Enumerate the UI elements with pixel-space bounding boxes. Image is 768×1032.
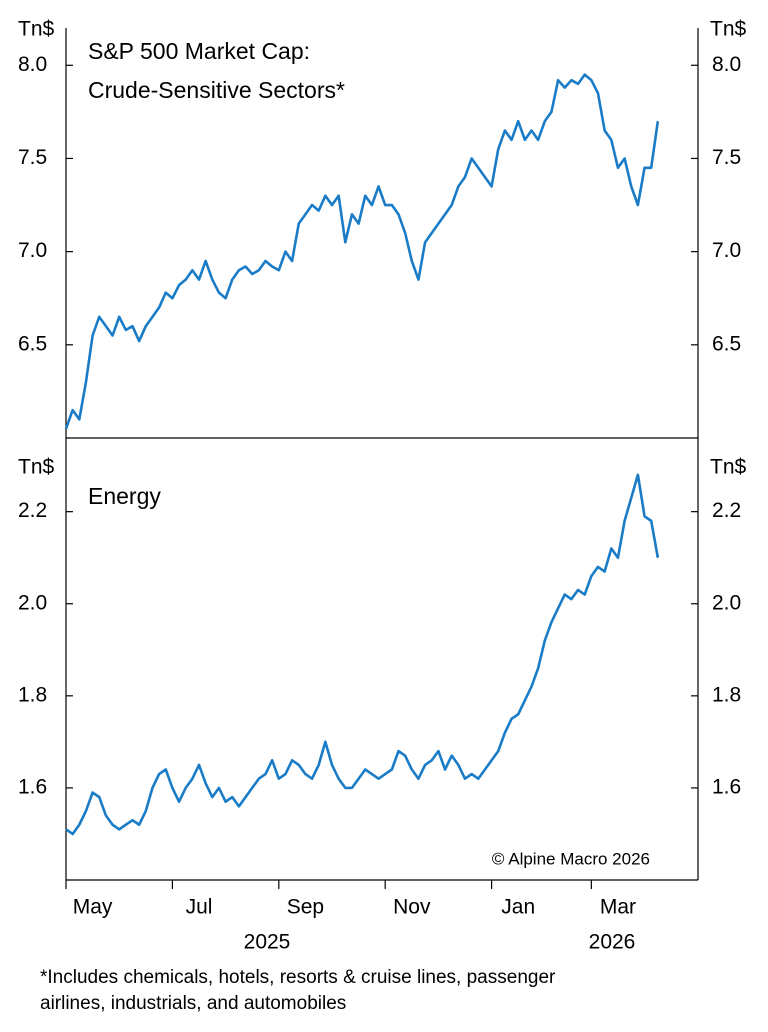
- y-unit: Tn$: [710, 18, 747, 41]
- y-tick-label: 1.6: [18, 775, 47, 798]
- y-tick-label-right: 1.8: [712, 683, 741, 706]
- y-tick-label-right: 7.0: [712, 239, 741, 262]
- data-line: [64, 73, 660, 430]
- footnote: airlines, industrials, and automobiles: [40, 993, 346, 1014]
- y-tick-label: 8.0: [18, 53, 47, 76]
- y-tick-label: 2.0: [18, 591, 47, 614]
- panel-title: Energy: [88, 483, 161, 509]
- data-line: [65, 473, 660, 836]
- y-tick-label-right: 6.5: [712, 332, 741, 355]
- x-tick-label: May: [73, 896, 113, 919]
- y-tick-label: 2.2: [18, 499, 47, 522]
- x-tick-label: Nov: [393, 896, 431, 919]
- y-tick-label: 6.5: [18, 332, 47, 355]
- x-tick-label: Mar: [600, 896, 636, 919]
- y-tick-label: 1.8: [18, 683, 47, 706]
- y-unit: Tn$: [710, 456, 747, 479]
- y-tick-label-right: 1.6: [712, 775, 741, 798]
- y-tick-label: 7.5: [18, 146, 47, 169]
- y-unit: Tn$: [18, 18, 55, 41]
- copyright: © Alpine Macro 2026: [492, 849, 650, 868]
- y-unit: Tn$: [18, 456, 55, 479]
- y-tick-label: 7.0: [18, 239, 47, 262]
- x-tick-label: Sep: [287, 896, 324, 919]
- x-tick-label: Jul: [186, 896, 213, 919]
- y-tick-label-right: 8.0: [712, 53, 741, 76]
- footnote: *Includes chemicals, hotels, resorts & c…: [40, 967, 556, 988]
- y-tick-label-right: 7.5: [712, 146, 741, 169]
- y-tick-label-right: 2.0: [712, 591, 741, 614]
- year-label: 2025: [244, 931, 291, 954]
- year-label: 2026: [589, 931, 636, 954]
- panel-title: S&P 500 Market Cap:: [88, 38, 310, 64]
- y-tick-label-right: 2.2: [712, 499, 741, 522]
- x-tick-label: Jan: [501, 896, 535, 919]
- panel-title: Crude-Sensitive Sectors*: [88, 77, 345, 103]
